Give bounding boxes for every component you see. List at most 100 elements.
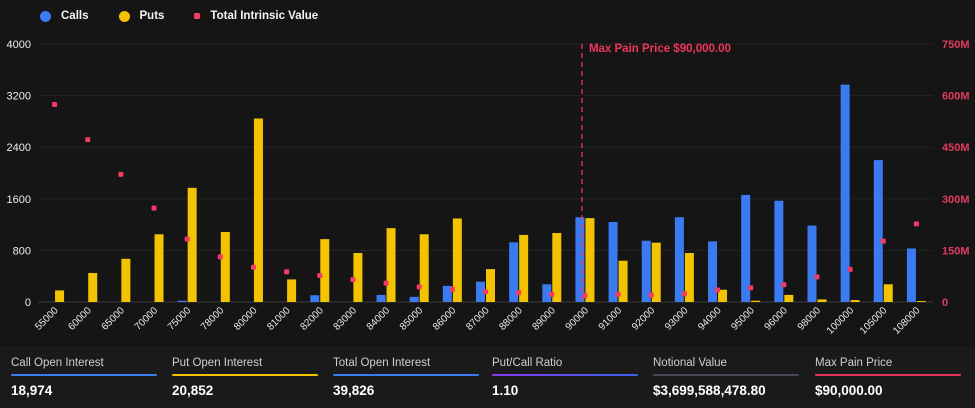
intrinsic-value-point[interactable] <box>118 171 124 177</box>
put-bar[interactable] <box>419 234 429 302</box>
max-pain-bar-chart[interactable]: 0 800 1600 2400 3200 4000 0 150M 300M 450M 600M 750… <box>0 0 975 345</box>
intrinsic-value-point[interactable] <box>317 273 323 279</box>
intrinsic-value-point[interactable] <box>913 221 919 227</box>
intrinsic-value-point[interactable] <box>217 254 223 260</box>
intrinsic-value-point[interactable] <box>549 291 555 297</box>
x-axis-tick-label: 82000 <box>298 305 326 333</box>
intrinsic-value-point[interactable] <box>383 280 389 286</box>
call-bar[interactable] <box>708 241 718 302</box>
call-bar[interactable] <box>310 295 320 302</box>
intrinsic-value-point[interactable] <box>814 274 820 280</box>
put-bar[interactable] <box>850 300 860 302</box>
put-bar[interactable] <box>684 252 694 302</box>
put-bar[interactable] <box>154 234 164 302</box>
stat-max-pain-price: Max Pain Price $90,000.00 <box>815 357 965 398</box>
call-bar[interactable] <box>741 194 751 302</box>
call-bar[interactable] <box>840 84 850 302</box>
call-bar[interactable] <box>873 160 883 302</box>
put-bar[interactable] <box>718 289 728 302</box>
call-bar[interactable] <box>575 217 585 302</box>
stat-underline <box>815 374 961 376</box>
intrinsic-value-point[interactable] <box>615 291 621 297</box>
call-bar[interactable] <box>906 248 916 302</box>
call-bar[interactable] <box>774 200 784 302</box>
put-bar[interactable] <box>55 290 65 302</box>
intrinsic-value-point[interactable] <box>184 236 190 242</box>
stat-value: $90,000.00 <box>815 383 883 398</box>
intrinsic-value-point[interactable] <box>350 277 356 283</box>
call-bar[interactable] <box>476 281 485 302</box>
legend-item-total-intrinsic-value[interactable]: Total Intrinsic Value <box>194 10 318 22</box>
put-bar[interactable] <box>585 218 595 302</box>
x-axis-tick-label: 83000 <box>332 305 360 333</box>
left-axis-tick-label: 1600 <box>7 194 31 206</box>
right-axis-tick-label: 0 <box>942 297 948 309</box>
x-axis-tick-label: 55000 <box>33 305 61 333</box>
put-bar[interactable] <box>817 299 827 302</box>
legend-label-calls: Calls <box>61 10 89 22</box>
intrinsic-value-point[interactable] <box>52 102 58 108</box>
put-bar[interactable] <box>187 187 197 302</box>
intrinsic-value-point[interactable] <box>748 285 754 291</box>
put-bar[interactable] <box>253 118 263 302</box>
call-bar[interactable] <box>509 242 519 302</box>
put-bar[interactable] <box>220 232 230 302</box>
x-axis-tick-label: 92000 <box>630 305 658 333</box>
x-axis-tick-label: 78000 <box>199 305 227 333</box>
call-bar[interactable] <box>674 217 684 302</box>
put-bar[interactable] <box>452 218 462 302</box>
intrinsic-value-point[interactable] <box>847 266 853 272</box>
intrinsic-value-point[interactable] <box>715 287 721 293</box>
x-axis-tick-label: 98000 <box>796 305 824 333</box>
put-bar[interactable] <box>651 242 661 302</box>
intrinsic-value-point[interactable] <box>880 238 886 244</box>
stat-underline <box>11 374 157 376</box>
stat-notional-value: Notional Value $3,699,588,478.80 <box>653 357 803 398</box>
put-bar[interactable] <box>618 260 628 302</box>
legend-label-total-intrinsic-value: Total Intrinsic Value <box>210 10 319 22</box>
call-bar[interactable] <box>641 240 651 302</box>
call-bar[interactable] <box>807 225 817 302</box>
x-axis-tick-label: 75000 <box>166 305 194 333</box>
call-bar[interactable] <box>608 222 618 302</box>
put-bar[interactable] <box>519 234 529 302</box>
put-bar[interactable] <box>121 258 131 302</box>
call-bar[interactable] <box>177 300 187 302</box>
intrinsic-value-point[interactable] <box>250 264 256 270</box>
put-bar[interactable] <box>883 284 893 302</box>
intrinsic-value-point[interactable] <box>416 284 422 290</box>
stat-label: Max Pain Price <box>815 357 893 369</box>
put-bar[interactable] <box>916 301 926 302</box>
intrinsic-value-point[interactable] <box>582 292 588 298</box>
put-bar[interactable] <box>320 239 330 302</box>
stat-label: Notional Value <box>653 357 727 369</box>
legend-item-puts[interactable]: Puts <box>118 10 164 22</box>
intrinsic-value-point[interactable] <box>681 291 687 297</box>
legend-item-calls[interactable]: Calls <box>40 10 89 22</box>
intrinsic-value-point[interactable] <box>151 205 157 211</box>
call-bar[interactable] <box>376 294 386 302</box>
put-bar[interactable] <box>552 232 562 302</box>
stat-label: Put/Call Ratio <box>492 357 563 369</box>
put-bar[interactable] <box>287 279 297 302</box>
put-bar[interactable] <box>88 272 98 302</box>
put-bar[interactable] <box>486 269 495 302</box>
intrinsic-value-point[interactable] <box>85 137 91 143</box>
x-axis-tick-label: 60000 <box>66 305 94 333</box>
x-axis-tick-label: 88000 <box>497 305 525 333</box>
put-bar[interactable] <box>751 300 761 302</box>
intrinsic-value-point[interactable] <box>781 282 787 288</box>
intrinsic-value-point[interactable] <box>483 289 488 295</box>
put-bar[interactable] <box>386 228 396 302</box>
put-bar[interactable] <box>784 294 794 302</box>
left-axis-tick-label: 3200 <box>7 91 31 103</box>
intrinsic-value-point[interactable] <box>648 292 654 298</box>
call-bar[interactable] <box>409 296 419 302</box>
put-bar[interactable] <box>353 252 363 302</box>
calls-marker-icon <box>40 10 51 22</box>
intrinsic-value-point[interactable] <box>284 269 290 275</box>
intrinsic-value-point[interactable] <box>516 290 522 296</box>
call-bar[interactable] <box>442 285 452 302</box>
intrinsic-value-point[interactable] <box>449 286 455 292</box>
call-bar[interactable] <box>542 284 552 302</box>
